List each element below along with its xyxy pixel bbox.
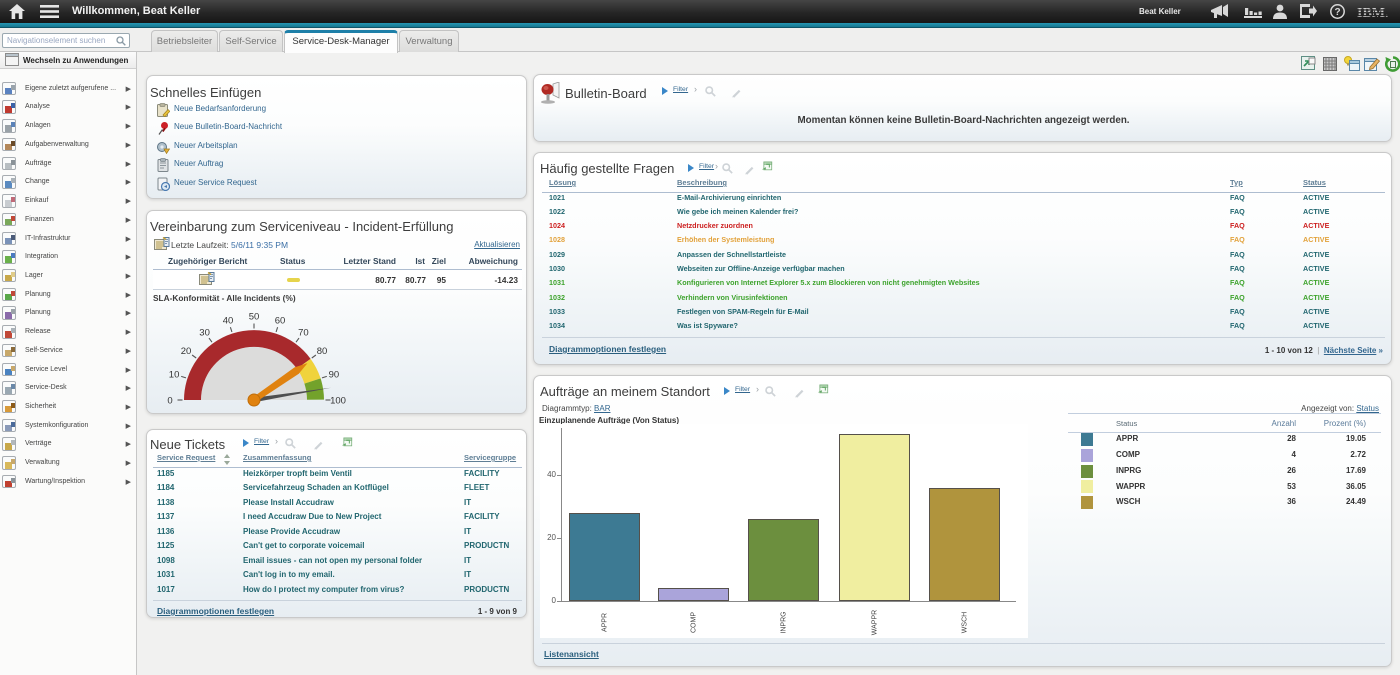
svg-text:70: 70 xyxy=(298,328,309,339)
svg-text:10: 10 xyxy=(169,370,180,381)
svg-text:20: 20 xyxy=(181,346,192,357)
svg-text:IBM.: IBM. xyxy=(1357,6,1389,19)
svg-text:30: 30 xyxy=(199,328,210,339)
svg-text:60: 60 xyxy=(275,316,286,327)
svg-text:90: 90 xyxy=(329,370,340,381)
svg-text:50: 50 xyxy=(249,312,260,323)
svg-text:100: 100 xyxy=(330,396,346,407)
svg-text:?: ? xyxy=(1334,7,1340,18)
svg-text:40: 40 xyxy=(223,316,234,327)
svg-text:0: 0 xyxy=(167,396,172,407)
svg-text:80: 80 xyxy=(317,346,328,357)
